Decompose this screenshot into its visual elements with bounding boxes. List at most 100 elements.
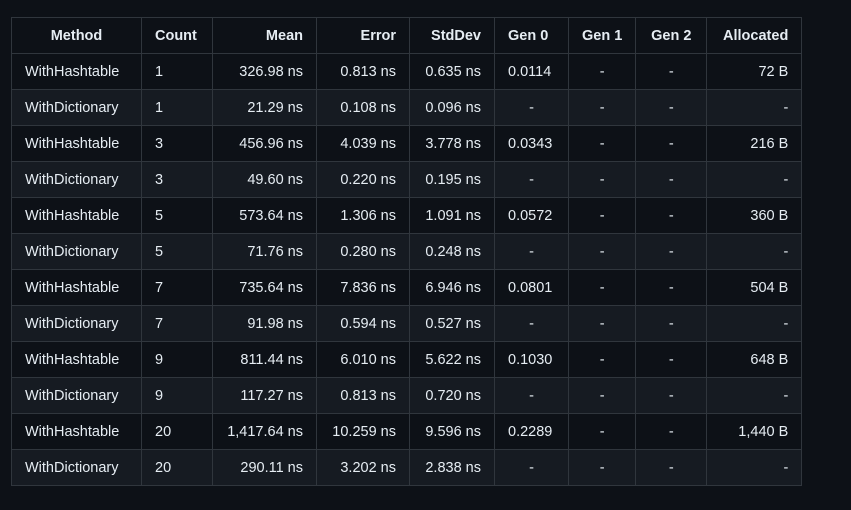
- header-gen1: Gen 1: [567, 17, 637, 54]
- cell-gen0: -: [494, 89, 569, 126]
- cell-allocated: -: [706, 89, 803, 126]
- cell-count: 7: [141, 305, 213, 342]
- table-row: WithDictionary 3 49.60 ns 0.220 ns 0.195 ns -…: [11, 161, 803, 198]
- cell-method: WithDictionary: [11, 233, 142, 270]
- cell-error: 0.594 ns: [316, 305, 410, 342]
- cell-gen0: 0.1030: [494, 341, 569, 378]
- cell-error: 0.220 ns: [316, 161, 410, 198]
- cell-method: WithHashtable: [11, 197, 142, 234]
- cell-mean: 456.96 ns: [212, 125, 317, 162]
- table-header: Method Count Mean Error StdDev Gen 0 Gen…: [11, 17, 803, 54]
- header-method: Method: [11, 17, 142, 54]
- cell-gen1: -: [567, 269, 637, 306]
- cell-mean: 71.76 ns: [212, 233, 317, 270]
- cell-gen0: 0.0114: [494, 53, 569, 90]
- cell-allocated: -: [706, 377, 803, 414]
- cell-allocated: 504 B: [706, 269, 803, 306]
- cell-gen0: 0.0801: [494, 269, 569, 306]
- cell-count: 5: [141, 197, 213, 234]
- cell-stddev: 0.248 ns: [409, 233, 495, 270]
- cell-gen2: -: [635, 449, 708, 486]
- cell-gen0: -: [494, 161, 569, 198]
- cell-error: 4.039 ns: [316, 125, 410, 162]
- cell-count: 9: [141, 377, 213, 414]
- cell-gen0: 0.2289: [494, 413, 569, 450]
- cell-stddev: 0.720 ns: [409, 377, 495, 414]
- cell-method: WithHashtable: [11, 341, 142, 378]
- cell-gen1: -: [567, 449, 637, 486]
- cell-error: 0.813 ns: [316, 53, 410, 90]
- cell-gen1: -: [567, 341, 637, 378]
- cell-allocated: -: [706, 233, 803, 270]
- cell-stddev: 5.622 ns: [409, 341, 495, 378]
- header-allocated: Allocated: [706, 17, 803, 54]
- cell-stddev: 2.838 ns: [409, 449, 495, 486]
- table-row: WithDictionary 1 21.29 ns 0.108 ns 0.096 ns -…: [11, 89, 803, 126]
- cell-mean: 91.98 ns: [212, 305, 317, 342]
- cell-stddev: 3.778 ns: [409, 125, 495, 162]
- cell-gen2: -: [635, 233, 708, 270]
- header-gen0: Gen 0: [494, 17, 569, 54]
- cell-gen1: -: [567, 233, 637, 270]
- cell-allocated: 360 B: [706, 197, 803, 234]
- cell-method: WithDictionary: [11, 161, 142, 198]
- cell-method: WithHashtable: [11, 125, 142, 162]
- cell-mean: 117.27 ns: [212, 377, 317, 414]
- cell-error: 0.813 ns: [316, 377, 410, 414]
- cell-mean: 573.64 ns: [212, 197, 317, 234]
- cell-allocated: -: [706, 305, 803, 342]
- cell-gen1: -: [567, 89, 637, 126]
- cell-method: WithDictionary: [11, 89, 142, 126]
- table-row: WithHashtable 20 1,417.64 ns 10.259 ns 9.596…: [11, 413, 803, 450]
- cell-stddev: 0.195 ns: [409, 161, 495, 198]
- cell-mean: 49.60 ns: [212, 161, 317, 198]
- cell-gen1: -: [567, 53, 637, 90]
- cell-gen0: 0.0572: [494, 197, 569, 234]
- header-count: Count: [141, 17, 213, 54]
- cell-method: WithDictionary: [11, 449, 142, 486]
- cell-stddev: 0.635 ns: [409, 53, 495, 90]
- cell-gen1: -: [567, 413, 637, 450]
- cell-gen2: -: [635, 161, 708, 198]
- cell-allocated: 216 B: [706, 125, 803, 162]
- cell-gen1: -: [567, 197, 637, 234]
- cell-stddev: 0.527 ns: [409, 305, 495, 342]
- benchmark-results-table: Method Count Mean Error StdDev Gen 0 Gen…: [11, 17, 803, 486]
- cell-gen2: -: [635, 305, 708, 342]
- header-mean: Mean: [212, 17, 317, 54]
- cell-gen2: -: [635, 197, 708, 234]
- benchmark-results-container: Method Count Mean Error StdDev Gen 0 Gen…: [11, 17, 803, 486]
- cell-gen2: -: [635, 89, 708, 126]
- cell-error: 3.202 ns: [316, 449, 410, 486]
- cell-gen1: -: [567, 125, 637, 162]
- header-error: Error: [316, 17, 410, 54]
- table-row: WithDictionary 9 117.27 ns 0.813 ns 0.720 ns…: [11, 377, 803, 414]
- cell-gen2: -: [635, 269, 708, 306]
- cell-stddev: 9.596 ns: [409, 413, 495, 450]
- cell-error: 7.836 ns: [316, 269, 410, 306]
- cell-gen1: -: [567, 161, 637, 198]
- cell-error: 1.306 ns: [316, 197, 410, 234]
- cell-mean: 1,417.64 ns: [212, 413, 317, 450]
- cell-count: 7: [141, 269, 213, 306]
- cell-gen0: -: [494, 449, 569, 486]
- table-row: WithHashtable 3 456.96 ns 4.039 ns 3.778 ns 0…: [11, 125, 803, 162]
- cell-gen2: -: [635, 413, 708, 450]
- cell-stddev: 0.096 ns: [409, 89, 495, 126]
- table-row: WithHashtable 7 735.64 ns 7.836 ns 6.946 ns 0…: [11, 269, 803, 306]
- cell-gen2: -: [635, 53, 708, 90]
- table-row: WithHashtable 5 573.64 ns 1.306 ns 1.091 ns 0…: [11, 197, 803, 234]
- cell-method: WithDictionary: [11, 305, 142, 342]
- cell-gen0: 0.0343: [494, 125, 569, 162]
- cell-stddev: 6.946 ns: [409, 269, 495, 306]
- cell-gen0: -: [494, 233, 569, 270]
- table-row: WithHashtable 1 326.98 ns 0.813 ns 0.635 ns 0…: [11, 53, 803, 90]
- table-row: WithDictionary 20 290.11 ns 3.202 ns 2.838 n…: [11, 449, 803, 486]
- cell-count: 9: [141, 341, 213, 378]
- cell-error: 6.010 ns: [316, 341, 410, 378]
- cell-allocated: 72 B: [706, 53, 803, 90]
- cell-gen1: -: [567, 377, 637, 414]
- cell-stddev: 1.091 ns: [409, 197, 495, 234]
- cell-count: 1: [141, 89, 213, 126]
- cell-method: WithHashtable: [11, 269, 142, 306]
